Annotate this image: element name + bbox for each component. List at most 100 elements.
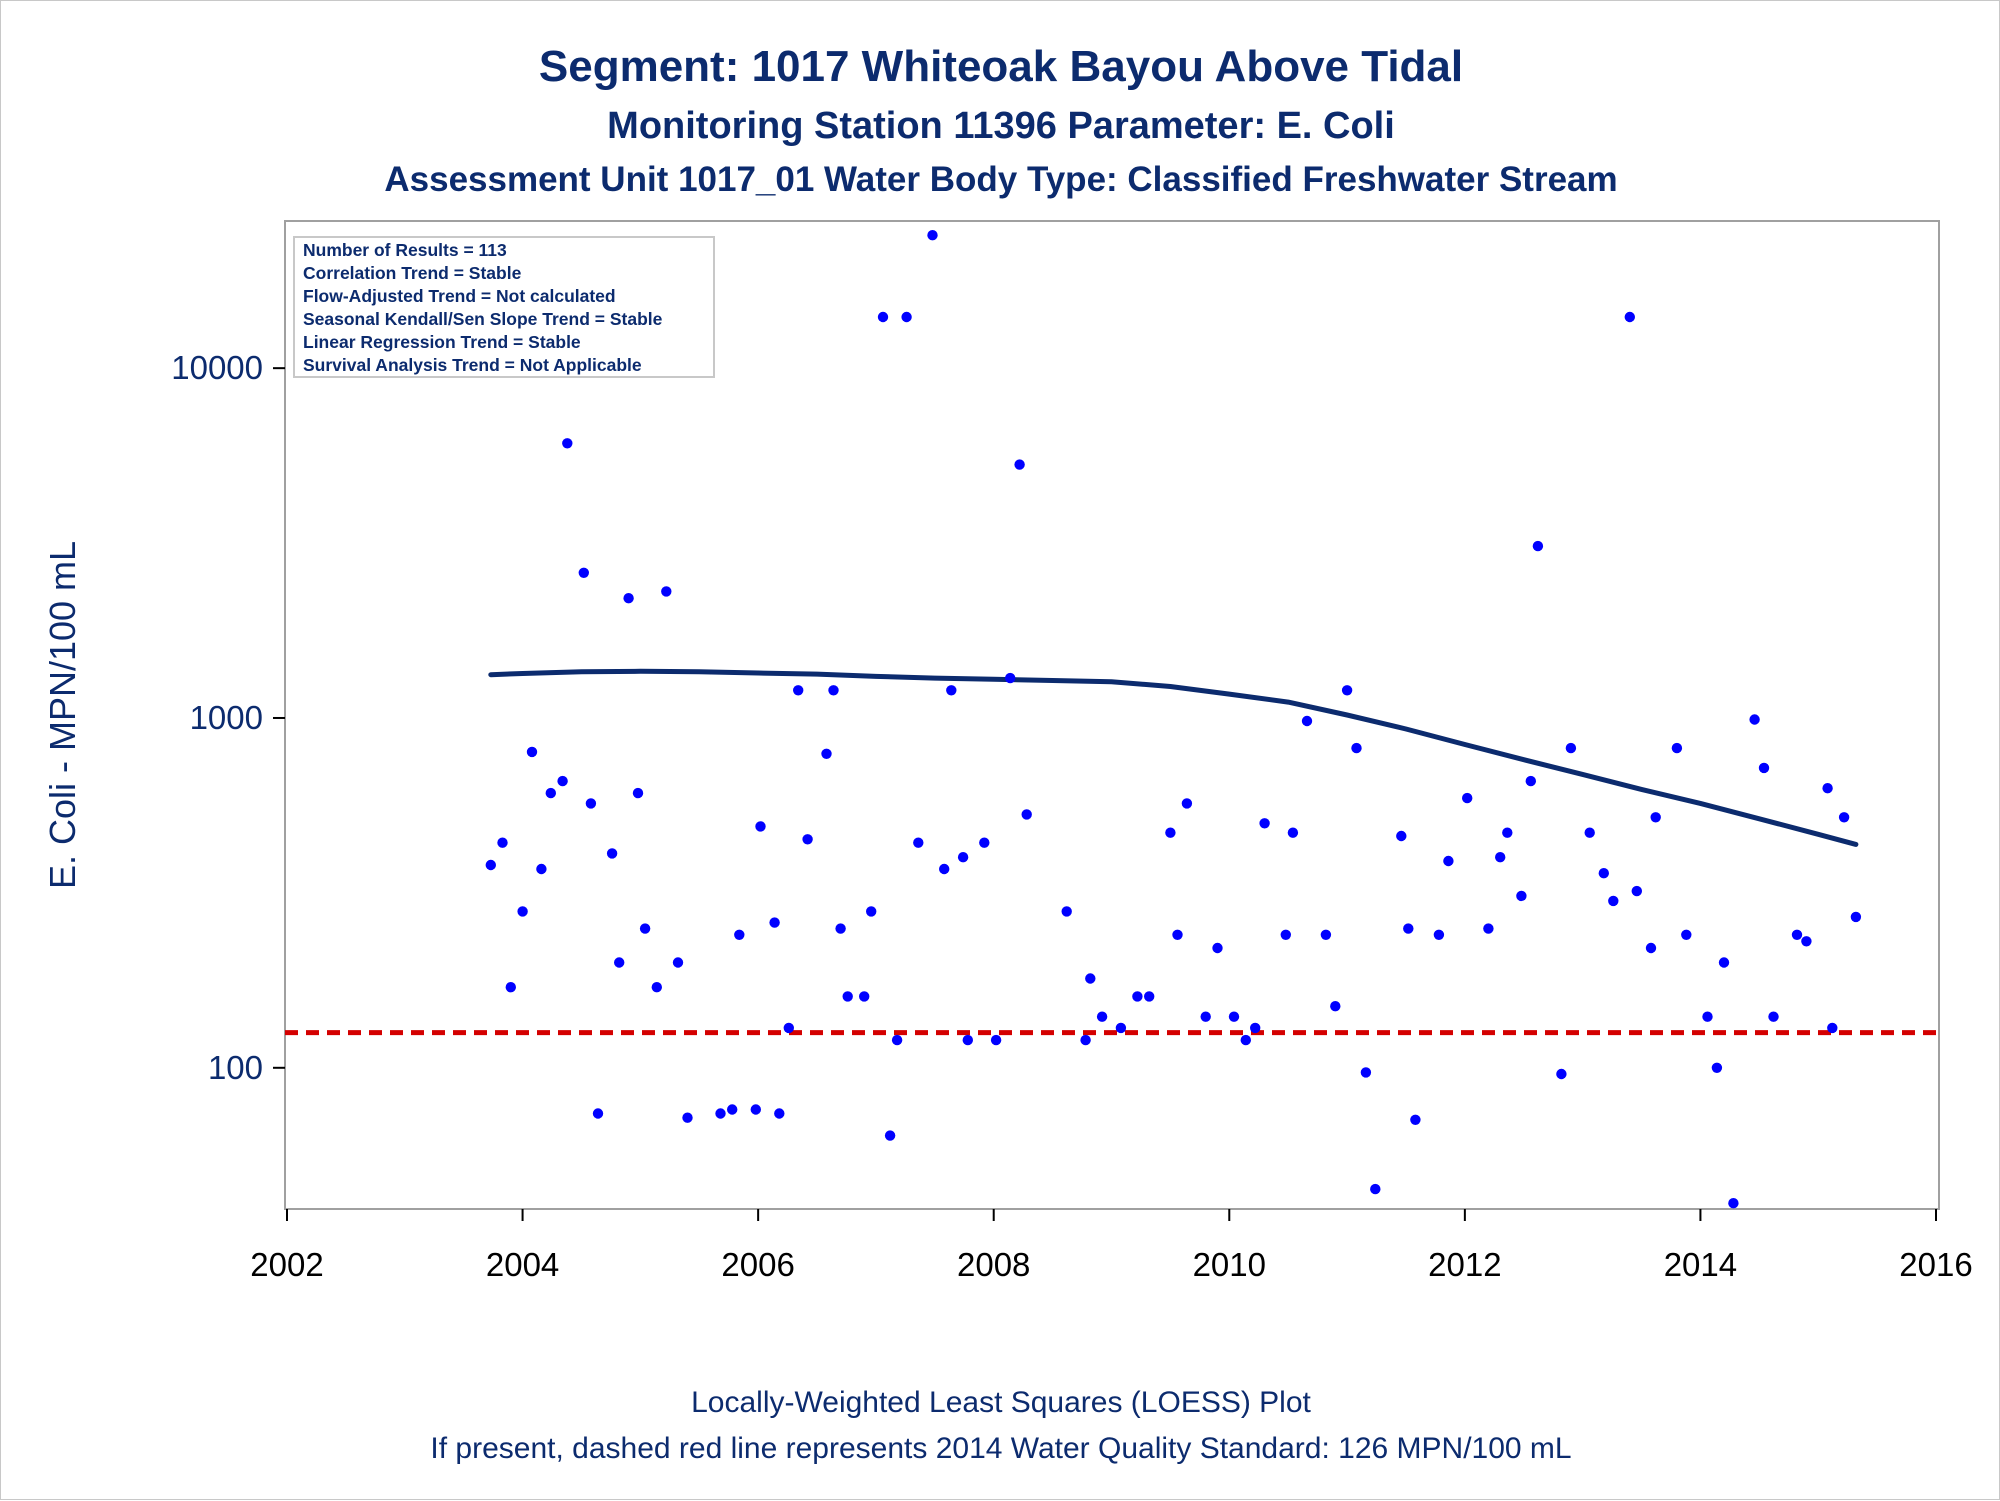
data-point [1671,742,1683,754]
data-point [927,230,938,241]
data-point [1584,827,1595,838]
data-point [1801,936,1812,947]
data-point [866,906,877,917]
data-point [755,821,766,832]
data-point [884,1130,896,1141]
x-axis: 2002 2004 2006 2008 2010 2012 2014 2016 [250,1209,1973,1283]
data-point [774,1108,785,1119]
data-point [1085,973,1096,984]
data-point [1320,929,1332,940]
data-point [1495,852,1506,863]
data-point [1631,885,1643,897]
data-point [614,957,625,968]
data-point [536,863,547,875]
data-point [1749,714,1760,725]
data-point [1144,991,1155,1002]
data-point [1096,1011,1108,1022]
data-point [859,991,870,1002]
data-point [1433,929,1445,940]
data-point [946,685,957,696]
data-point [727,1104,738,1115]
data-points [485,230,1862,1209]
x-tick-label: 2010 [1193,1246,1266,1283]
data-point [1287,827,1299,838]
data-point [505,982,516,993]
data-point [1410,1114,1421,1126]
data-point [821,748,832,759]
data-point [557,775,568,787]
data-point [1624,311,1636,323]
data-point [1212,942,1223,954]
x-tick-label: 2012 [1428,1246,1501,1283]
data-point [1330,1001,1341,1012]
data-point [526,746,538,758]
data-point [1396,830,1407,842]
data-point [1240,1034,1252,1046]
data-point [1370,1183,1381,1195]
data-point [793,685,804,696]
data-point [1115,1022,1127,1034]
chart-subtitle-assessment: Assessment Unit 1017_01 Water Body Type:… [384,160,1617,199]
data-point [957,852,969,863]
data-point [1301,715,1313,727]
data-point [497,837,508,848]
data-point [545,787,556,799]
x-tick-label: 2006 [721,1246,794,1283]
footnote-standard: If present, dashed red line represents 2… [430,1432,1571,1465]
x-tick-label: 2014 [1664,1246,1737,1283]
data-point [1565,742,1577,754]
data-point [835,923,846,934]
data-point [1200,1011,1211,1022]
data-point [802,834,813,845]
data-point [606,848,618,859]
data-point [1005,672,1016,684]
data-point [913,837,924,848]
data-point [1827,1022,1838,1034]
stats-seasonal-kendall-trend: Seasonal Kendall/Sen Slope Trend = Stabl… [303,309,663,329]
y-axis: 100 1000 10000 [171,349,285,1086]
data-point [1351,742,1362,754]
data-point [592,1108,604,1119]
data-point [990,1034,1002,1046]
data-point [1838,812,1850,823]
stats-survival-analysis-trend: Survival Analysis Trend = Not Applicable [303,355,642,375]
data-point [661,586,672,597]
stats-number-of-results: Number of Results = 113 [303,240,507,260]
data-point [485,859,496,871]
stats-correlation-trend: Correlation Trend = Stable [303,263,522,283]
y-axis-label: E. Coli - MPN/100 mL [42,541,83,889]
data-point [517,906,528,917]
data-point [1768,1011,1779,1022]
data-point [639,923,651,934]
data-point [562,438,573,449]
data-point [1532,540,1544,552]
y-tick-label: 1000 [190,699,263,736]
data-point [979,837,990,848]
data-point [1645,942,1657,954]
data-point [623,593,634,604]
plot-area [284,220,1940,1210]
stats-linear-regression-trend: Linear Regression Trend = Stable [303,332,581,352]
y-tick-label: 10000 [171,349,263,386]
data-point [734,929,745,940]
data-point [1681,929,1692,940]
loess-curve [488,668,1859,847]
data-point [672,957,684,968]
y-tick-label: 100 [208,1049,263,1086]
x-tick-label: 2016 [1899,1246,1972,1283]
data-point [828,685,839,696]
data-point [1280,929,1292,940]
data-point [1080,1034,1091,1046]
data-point [632,787,644,799]
data-point [1181,798,1193,809]
data-point [1021,809,1032,820]
data-point [939,863,950,875]
loess-curve-group [488,668,1859,847]
data-point [1516,890,1527,902]
data-point [1341,685,1353,696]
data-point [750,1104,761,1115]
stats-box-border [293,236,715,378]
data-point [1483,923,1494,934]
